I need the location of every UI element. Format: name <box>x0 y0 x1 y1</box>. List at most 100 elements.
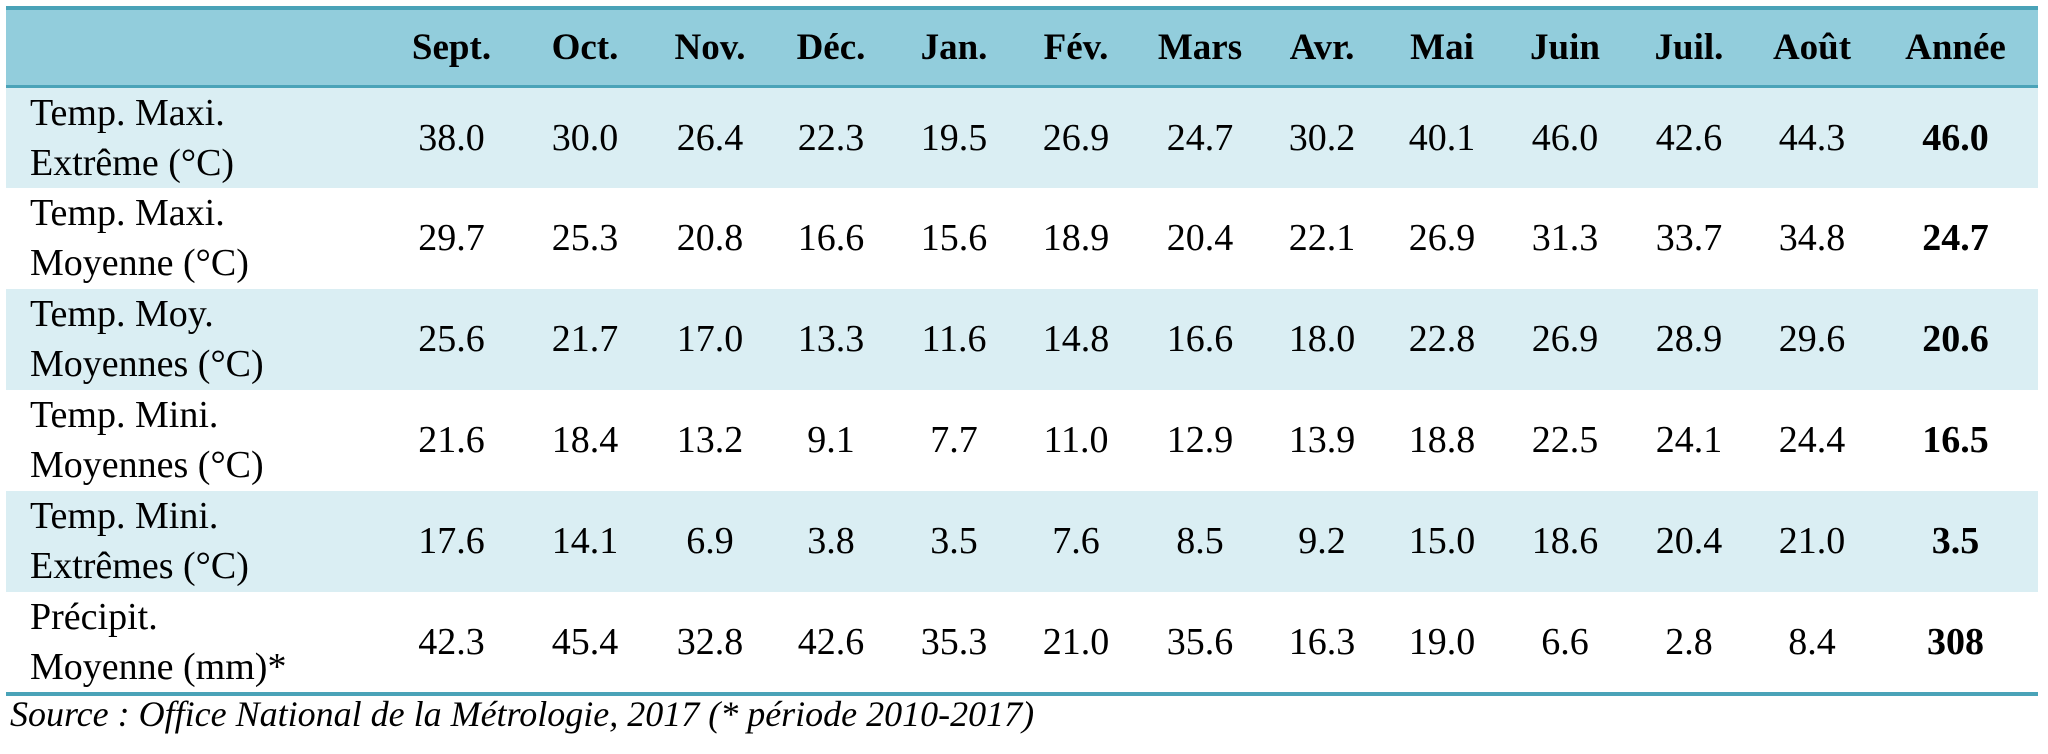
value-cell: 14.1 <box>551 520 619 562</box>
annual-value-cell: 3.5 <box>1931 520 1980 562</box>
value-cell: 22.8 <box>1408 318 1476 360</box>
row-label: Précipit. Moyenne (mm)* <box>6 592 384 694</box>
header-cell-jan: Jan. <box>920 26 988 68</box>
value-cell: 11.0 <box>1043 419 1109 461</box>
value-cell: 16.6 <box>797 217 865 259</box>
table-row: Temp. Maxi. Extrême (°C) 38.0 30.0 26.4 22.3 1… <box>6 86 2038 188</box>
value-cell: 3.5 <box>930 520 978 562</box>
climate-table-container: Sept. Oct. Nov. Déc. Jan. Fév. Mars Avr.… <box>6 6 2038 696</box>
table-row: Temp. Moy. Moyennes (°C) 25.6 21.7 17.0 13.3 1… <box>6 288 2038 390</box>
value-cell: 13.2 <box>676 419 744 461</box>
value-cell: 6.6 <box>1541 620 1589 663</box>
annual-value-cell: 16.5 <box>1922 419 1989 461</box>
value-cell: 11.6 <box>921 318 987 360</box>
header-row: Sept. Oct. Nov. Déc. Jan. Fév. Mars Avr.… <box>6 8 2038 86</box>
table-row: Temp. Mini. Moyennes (°C) 21.6 18.4 13.2 9.1 7… <box>6 389 2038 491</box>
value-cell: 24.4 <box>1778 419 1846 461</box>
value-cell: 34.8 <box>1778 217 1846 259</box>
table-row: Temp. Mini. Extrêmes (°C) 17.6 14.1 6.9 3.8 3.… <box>6 490 2038 592</box>
value-cell: 28.9 <box>1655 318 1723 360</box>
row-label: Temp. Maxi. Moyenne (°C) <box>6 188 384 289</box>
row-label-line: Temp. Mini. <box>30 495 219 537</box>
value-cell: 30.2 <box>1288 116 1356 159</box>
row-label-line: Moyennes (°C) <box>30 343 264 385</box>
value-cell: 15.6 <box>920 217 988 259</box>
header-cell-juil: Juil. <box>1654 26 1724 68</box>
value-cell: 44.3 <box>1778 116 1846 159</box>
row-label-line: Temp. Maxi. <box>30 192 225 234</box>
value-cell: 7.6 <box>1052 520 1100 562</box>
value-cell: 13.9 <box>1288 419 1356 461</box>
value-cell: 38.0 <box>418 116 485 159</box>
value-cell: 46.0 <box>1531 116 1599 159</box>
value-cell: 22.1 <box>1288 217 1356 259</box>
row-label-line: Moyenne (°C) <box>30 242 249 284</box>
value-cell: 16.3 <box>1288 620 1356 663</box>
value-cell: 18.0 <box>1288 318 1356 360</box>
value-cell: 29.6 <box>1778 318 1846 360</box>
value-cell: 42.6 <box>797 620 865 663</box>
row-label: Temp. Moy. Moyennes (°C) <box>6 289 384 390</box>
value-cell: 18.6 <box>1531 520 1599 562</box>
row-label: Temp. Mini. Extrêmes (°C) <box>6 491 384 592</box>
row-label-line: Moyennes (°C) <box>30 444 264 486</box>
value-cell: 16.6 <box>1166 318 1234 360</box>
value-cell: 14.8 <box>1042 318 1110 360</box>
value-cell: 20.4 <box>1655 520 1723 562</box>
value-cell: 26.9 <box>1408 217 1476 259</box>
annual-value-cell: 46.0 <box>1922 116 1989 159</box>
annual-value-cell: 20.6 <box>1922 318 1989 360</box>
value-cell: 24.7 <box>1166 116 1234 159</box>
header-cell-nov: Nov. <box>674 26 746 68</box>
source-caption: Source : Office National de la Métrologi… <box>10 694 1035 734</box>
value-cell: 20.4 <box>1166 217 1234 259</box>
value-cell: 29.7 <box>418 217 485 259</box>
annual-value-cell: 308 <box>1927 620 1984 663</box>
value-cell: 21.6 <box>418 419 485 461</box>
value-cell: 35.3 <box>920 620 988 663</box>
value-cell: 21.7 <box>551 318 619 360</box>
row-label-line: Extrêmes (°C) <box>30 545 249 587</box>
value-cell: 9.2 <box>1298 520 1346 562</box>
value-cell: 18.9 <box>1042 217 1110 259</box>
value-cell: 25.3 <box>551 217 619 259</box>
value-cell: 19.5 <box>920 116 988 159</box>
value-cell: 12.9 <box>1166 419 1234 461</box>
value-cell: 25.6 <box>418 318 485 360</box>
value-cell: 6.9 <box>686 520 734 562</box>
row-label-line: Moyenne (mm)* <box>30 645 287 688</box>
value-cell: 2.8 <box>1665 620 1713 663</box>
table-row: Temp. Maxi. Moyenne (°C) 29.7 25.3 20.8 16.6 1… <box>6 187 2038 289</box>
value-cell: 24.1 <box>1655 419 1723 461</box>
value-cell: 15.0 <box>1408 520 1476 562</box>
value-cell: 7.7 <box>930 419 978 461</box>
table-row: Précipit. Moyenne (mm)* 42.3 45.4 32.8 42.6 35… <box>6 591 2038 694</box>
header-cell-avr: Avr. <box>1289 26 1355 68</box>
value-cell: 8.4 <box>1788 620 1836 663</box>
value-cell: 22.5 <box>1531 419 1599 461</box>
header-cell-dec: Déc. <box>796 26 866 68</box>
header-cell-annee: Année <box>1905 26 2006 68</box>
value-cell: 42.6 <box>1655 116 1723 159</box>
value-cell: 42.3 <box>418 620 485 663</box>
value-cell: 9.1 <box>807 419 855 461</box>
value-cell: 17.6 <box>418 520 485 562</box>
header-cell-empty <box>6 8 384 86</box>
value-cell: 26.4 <box>676 116 744 159</box>
header-cell-mars: Mars <box>1157 26 1243 68</box>
row-label-line: Temp. Maxi. <box>30 91 225 134</box>
value-cell: 21.0 <box>1042 620 1110 663</box>
row-label: Temp. Mini. Moyennes (°C) <box>6 390 384 491</box>
value-cell: 32.8 <box>676 620 744 663</box>
value-cell: 21.0 <box>1778 520 1846 562</box>
value-cell: 13.3 <box>797 318 865 360</box>
row-label-line: Temp. Mini. <box>30 394 219 436</box>
row-label-line: Précipit. <box>30 595 158 638</box>
header-cell-aout: Août <box>1772 26 1852 68</box>
value-cell: 33.7 <box>1655 217 1723 259</box>
value-cell: 19.0 <box>1408 620 1476 663</box>
value-cell: 17.0 <box>676 318 744 360</box>
value-cell: 3.8 <box>807 520 855 562</box>
value-cell: 26.9 <box>1042 116 1110 159</box>
header-cell-oct: Oct. <box>551 26 619 68</box>
